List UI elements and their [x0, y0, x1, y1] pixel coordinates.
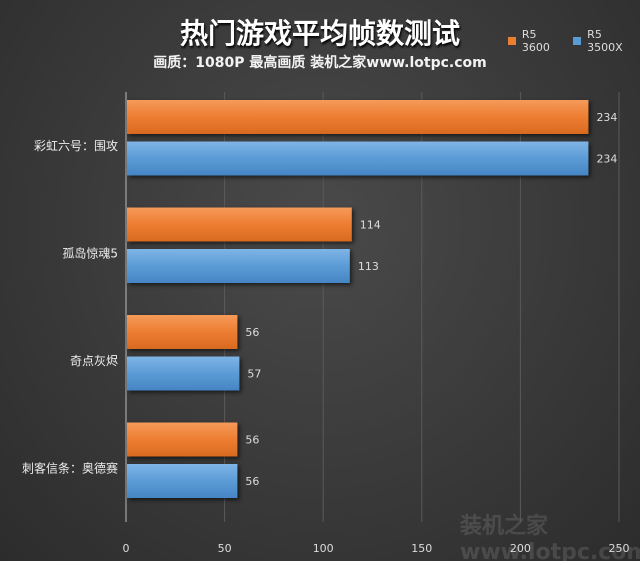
- data-label: 114: [360, 219, 381, 232]
- data-label: 56: [245, 434, 259, 447]
- legend-swatch-r5-3600: [508, 37, 516, 45]
- legend-swatch-r5-3500x: [573, 37, 582, 45]
- bar: [127, 141, 589, 176]
- bar: [127, 464, 238, 498]
- data-label: 113: [358, 260, 379, 273]
- bar: [127, 356, 240, 391]
- bar: [127, 207, 352, 242]
- x-tick-label: 100: [313, 542, 334, 555]
- legend-label-r5-3600: R5 3600: [521, 28, 550, 54]
- data-label: 234: [596, 111, 617, 124]
- data-label: 56: [245, 475, 259, 488]
- data-label: 57: [247, 368, 261, 381]
- category-label: 奇点灰烬: [70, 354, 118, 368]
- bar: [127, 315, 238, 349]
- legend: R5 3600 R5 3500X: [508, 28, 640, 54]
- x-tick-label: 250: [609, 542, 630, 555]
- bar: [127, 422, 238, 457]
- category-label: 刺客信条：奥德赛: [22, 460, 118, 475]
- x-tick-label: 150: [411, 542, 432, 555]
- watermark: 装机之家 www.lotpc.com: [460, 514, 640, 565]
- chart-subtitle: 画质：1080P 最高画质 装机之家www.lotpc.com: [153, 55, 487, 71]
- data-label: 56: [245, 326, 259, 339]
- x-tick-label: 50: [218, 542, 232, 555]
- x-tick-label: 200: [510, 542, 531, 555]
- bar: [127, 249, 350, 283]
- data-label: 234: [596, 153, 617, 166]
- category-label: 孤岛惊魂5: [62, 245, 118, 260]
- bar: [127, 100, 589, 134]
- x-tick-label: 0: [123, 542, 130, 555]
- category-label: 彩虹六号：围攻: [34, 139, 118, 153]
- chart-title: 热门游戏平均帧数测试: [179, 17, 460, 50]
- legend-label-r5-3500x: R5 3500X: [587, 28, 623, 54]
